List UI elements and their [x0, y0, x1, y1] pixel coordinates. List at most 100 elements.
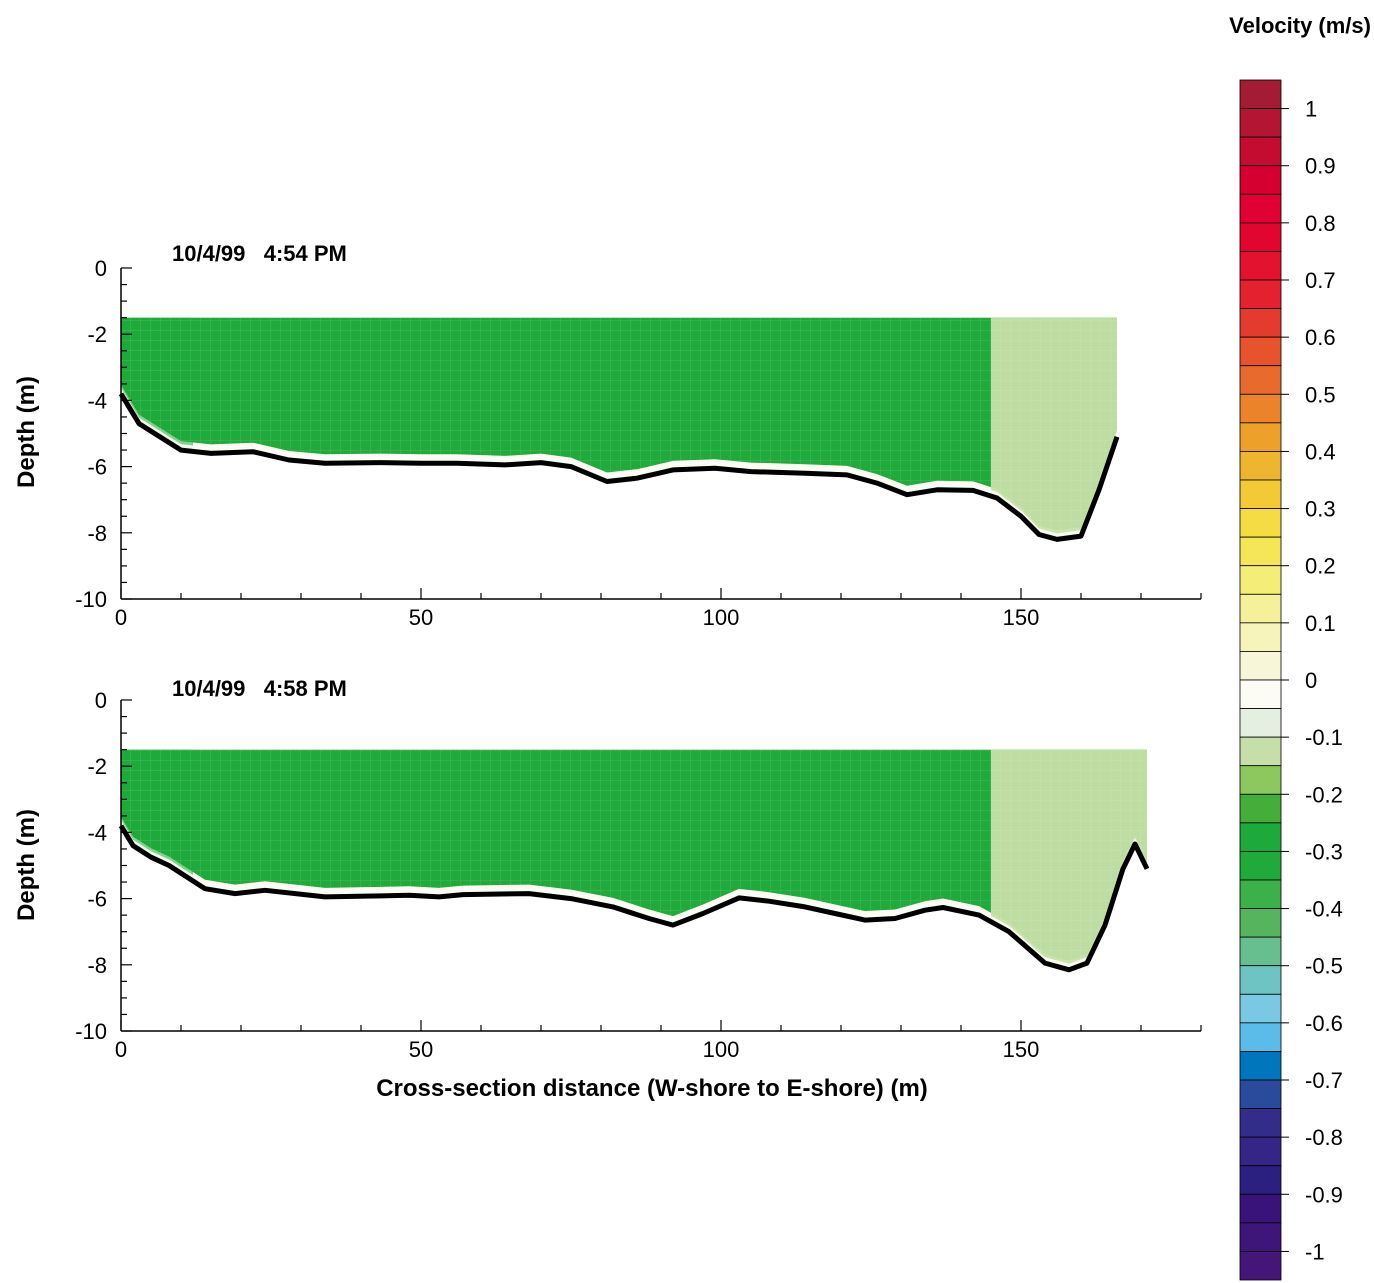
colorbar-band	[1239, 222, 1282, 252]
colorbar-tick-label: -0.5	[1305, 954, 1343, 979]
panel-top: 10/4/99 4:54 PM 0 -2 -4 -6 -8 -10 0 50 100 150 De…	[13, 241, 1202, 630]
x-tick-label: 100	[703, 1037, 740, 1062]
panel-bottom-xlabel: Cross-section distance (W-shore to E-sho…	[376, 1075, 928, 1102]
panel-bottom-plot-area: 0 -2 -4 -6 -8 -10 0 50 100 150	[75, 688, 1202, 1062]
colorbar-band	[1239, 1079, 1282, 1109]
colorbar-tick-label: 0.1	[1305, 611, 1336, 636]
colorbar-band	[1239, 451, 1282, 481]
colorbar-tick-label: -0.4	[1305, 897, 1343, 922]
colorbar-tick-label: 1	[1305, 97, 1317, 122]
colorbar-band	[1239, 1136, 1282, 1167]
colorbar-tick-label: 0.6	[1305, 325, 1336, 350]
colorbar-band	[1239, 1108, 1282, 1138]
bed-profile-line	[118, 392, 1120, 542]
colorbar-bands	[1239, 79, 1282, 1281]
x-tick-label: 50	[409, 605, 433, 630]
y-tick-label: -4	[87, 820, 107, 845]
panel-top-plot-area: 0 -2 -4 -6 -8 -10 0 50 100 150	[75, 256, 1202, 630]
colorbar-band	[1239, 136, 1282, 167]
colorbar-band	[1239, 165, 1282, 195]
colorbar-band	[1239, 879, 1282, 909]
colorbar-band	[1239, 193, 1282, 224]
colorbar-tick-label: 0	[1305, 668, 1317, 693]
colorbar-tick-label: -0.3	[1305, 839, 1343, 864]
colorbar-band	[1239, 593, 1282, 624]
colorbar-tick-label: -1	[1305, 1239, 1325, 1264]
colorbar-tick-label: -0.2	[1305, 782, 1343, 807]
colorbar-band	[1239, 1222, 1282, 1252]
colorbar-band	[1239, 365, 1282, 395]
colorbar-tick-label: -0.8	[1305, 1125, 1343, 1150]
colorbar-band	[1239, 736, 1282, 767]
y-tick-label: -10	[75, 1019, 107, 1044]
colorbar-ticks: 1 0.9 0.8 0.7 0.6 0.5 0.4 0.3 0.2 0.1 0 -0.1 -0.2 -0.…	[1281, 97, 1343, 1264]
y-tick-label: -2	[87, 322, 107, 347]
colorbar-band	[1239, 422, 1282, 452]
colorbar-band	[1239, 822, 1282, 852]
y-tick-label: -4	[87, 388, 107, 413]
x-tick-label: 50	[409, 1037, 433, 1062]
y-tick-label: 0	[95, 256, 107, 281]
colorbar-band	[1239, 279, 1282, 309]
panel-bottom: 10/4/99 4:58 PM 0 -2 -4 -6 -8 -10 0 50 100 150 De…	[13, 676, 1202, 1102]
colorbar-band	[1239, 536, 1282, 567]
colorbar-band	[1239, 308, 1282, 338]
colorbar-band	[1239, 1051, 1282, 1081]
colorbar-band	[1239, 565, 1282, 595]
colorbar-band	[1239, 622, 1282, 652]
y-tick-label: -6	[87, 455, 107, 480]
colorbar-band	[1239, 79, 1282, 109]
colorbar-tick-label: 0.9	[1305, 154, 1336, 179]
colorbar-band	[1239, 765, 1282, 795]
panel-bottom-ylabel: Depth (m)	[13, 809, 40, 921]
x-tick-label: 100	[703, 605, 740, 630]
colorbar-band	[1239, 508, 1282, 538]
panel-top-title: 10/4/99 4:54 PM	[172, 241, 347, 266]
colorbar-band	[1239, 251, 1282, 281]
colorbar-band	[1239, 336, 1282, 367]
colorbar-title: Velocity (m/s)	[1229, 13, 1371, 38]
colorbar-band	[1239, 965, 1282, 995]
colorbar-tick-label: -0.1	[1305, 725, 1343, 750]
colorbar: Velocity (m/s) 1 0.9 0.8 0.7 0.6 0.5 0.4 0.3 0.2…	[1229, 13, 1371, 1281]
y-tick-label: -10	[75, 587, 107, 612]
colorbar-band	[1239, 479, 1282, 509]
colorbar-tick-label: 0.4	[1305, 439, 1336, 464]
colorbar-tick-label: 0.3	[1305, 497, 1336, 522]
bed-profile-line	[118, 824, 1150, 973]
colorbar-band	[1239, 393, 1282, 424]
colorbar-band	[1239, 1022, 1282, 1052]
x-tick-label: 0	[115, 1037, 127, 1062]
colorbar-band	[1239, 936, 1282, 967]
colorbar-band	[1239, 1165, 1282, 1195]
colorbar-tick-label: 0.7	[1305, 268, 1336, 293]
y-tick-label: -8	[87, 521, 107, 546]
y-tick-label: 0	[95, 688, 107, 713]
y-tick-label: -8	[87, 953, 107, 978]
y-tick-label: -6	[87, 887, 107, 912]
x-tick-label: 0	[115, 605, 127, 630]
colorbar-tick-label: 0.5	[1305, 382, 1336, 407]
colorbar-band	[1239, 793, 1282, 824]
colorbar-band	[1239, 651, 1282, 681]
velocity-field	[121, 749, 1147, 970]
colorbar-band	[1239, 1193, 1282, 1224]
colorbar-band	[1239, 851, 1282, 881]
colorbar-tick-label: -0.9	[1305, 1182, 1343, 1207]
colorbar-tick-label: 0.8	[1305, 211, 1336, 236]
x-tick-label: 150	[1003, 1037, 1040, 1062]
colorbar-tick-label: 0.2	[1305, 554, 1336, 579]
colorbar-band	[1239, 908, 1282, 938]
colorbar-band	[1239, 993, 1282, 1024]
panel-bottom-title: 10/4/99 4:58 PM	[172, 676, 347, 701]
colorbar-band	[1239, 708, 1282, 738]
colorbar-band	[1239, 108, 1282, 138]
colorbar-band	[1239, 1251, 1282, 1281]
x-tick-label: 150	[1003, 605, 1040, 630]
colorbar-band	[1239, 679, 1282, 709]
y-tick-label: -2	[87, 754, 107, 779]
colorbar-tick-label: -0.7	[1305, 1068, 1343, 1093]
colorbar-tick-label: -0.6	[1305, 1011, 1343, 1036]
panel-top-ylabel: Depth (m)	[13, 376, 40, 488]
